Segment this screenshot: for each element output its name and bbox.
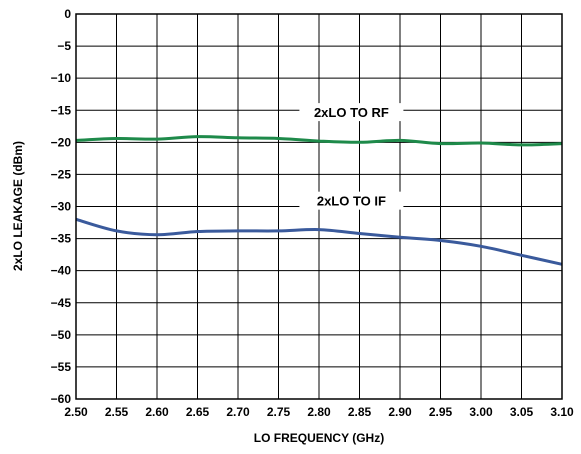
y-tick-label: −30 <box>51 200 72 214</box>
y-tick-labels: 0 −5 −10 −15 −20 −25 −30 −35 −40 −45 −50 −55 −60 <box>51 7 72 406</box>
series-line-1 <box>75 217 563 266</box>
y-tick-label: −15 <box>51 103 72 117</box>
x-tick-label: 2.50 <box>64 405 88 419</box>
series-annotation: 2xLO TO RF <box>314 105 389 120</box>
annotation-background <box>299 103 404 122</box>
y-tick-label: −35 <box>51 232 72 246</box>
y-tick-label: −45 <box>51 296 72 310</box>
x-tick-labels: 2.50 2.55 2.60 2.65 2.70 2.75 2.80 2.85 2.90 2.95… <box>64 405 574 419</box>
series-annotation: 2xLO TO IF <box>317 194 386 209</box>
x-tick-label: 2.80 <box>307 405 331 419</box>
y-tick-label: −50 <box>51 328 72 342</box>
x-tick-label: 3.10 <box>550 405 574 419</box>
x-tick-label: 2.75 <box>267 405 291 419</box>
x-axis-title: LO FREQUENCY (GHz) <box>254 431 384 445</box>
y-axis-title: 2xLO LEAKAGE (dBm) <box>11 141 25 271</box>
x-tick-label: 2.70 <box>226 405 250 419</box>
x-tick-label: 2.85 <box>348 405 372 419</box>
series-line-0 <box>75 135 563 147</box>
y-tick-label: 0 <box>64 7 71 21</box>
plot-frame <box>75 13 563 400</box>
x-tick-label: 2.60 <box>145 405 169 419</box>
x-tick-label: 2.95 <box>429 405 453 419</box>
y-tick-label: −25 <box>51 167 72 181</box>
y-tick-label: −10 <box>51 71 72 85</box>
series-lines <box>75 135 563 266</box>
x-tick-label: 3.00 <box>469 405 493 419</box>
x-tick-label: 2.65 <box>186 405 210 419</box>
y-tick-label: −55 <box>51 360 72 374</box>
annotations: 2xLO TO RF 2xLO TO IF <box>299 103 404 210</box>
y-tick-label: −20 <box>51 135 72 149</box>
y-tick-label: −40 <box>51 264 72 278</box>
x-tick-label: 2.55 <box>105 405 129 419</box>
x-tick-label: 2.90 <box>388 405 412 419</box>
x-tick-label: 3.05 <box>510 405 534 419</box>
y-tick-label: −60 <box>51 392 72 406</box>
annotation-background <box>299 191 404 210</box>
y-tick-label: −5 <box>57 39 71 53</box>
